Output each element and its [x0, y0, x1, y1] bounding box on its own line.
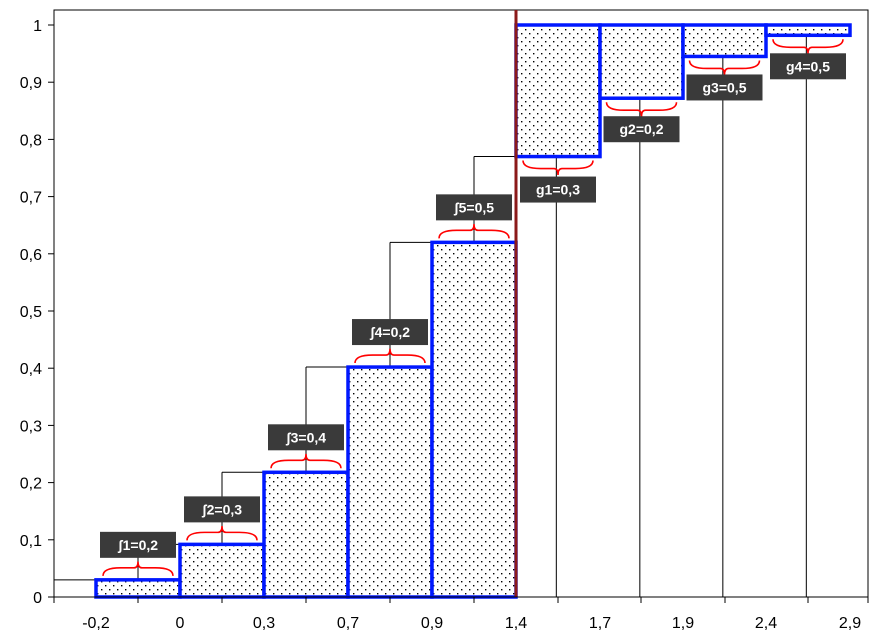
- brace-6: [522, 160, 594, 175]
- bar-5: [430, 240, 518, 599]
- bar-1: [94, 578, 182, 599]
- brace-2: [186, 525, 258, 541]
- bar-2: [178, 542, 266, 599]
- bar-label-box-6: [520, 176, 596, 203]
- x-tick-label: 2,4: [755, 615, 777, 632]
- bar-label-box-3: [268, 424, 344, 451]
- bar-label-8: g3=0,5: [703, 79, 747, 95]
- bar-6: [514, 23, 602, 159]
- x-tick-label: -0,2: [82, 615, 110, 632]
- bar-4: [346, 365, 434, 599]
- brace-5: [438, 223, 510, 239]
- y-tick-label: 1: [33, 18, 42, 35]
- brace-1: [102, 561, 174, 576]
- bar-label-box-1: [100, 531, 176, 558]
- y-tick-label: 0: [33, 590, 42, 607]
- bar-label-4: ʃ4=0,2: [369, 324, 410, 340]
- bar-label-box-7: [603, 116, 680, 143]
- bar-label-2: ʃ2=0,3: [201, 501, 242, 517]
- y-tick-label: 0,7: [20, 190, 42, 207]
- brace-3: [270, 453, 342, 469]
- brace-4: [354, 348, 426, 364]
- y-tick-label: 0,5: [20, 304, 42, 321]
- x-tick-label: 0,3: [253, 615, 275, 632]
- x-tick-label: 0: [176, 615, 185, 632]
- y-tick-label: 0,4: [20, 361, 42, 378]
- y-tick-label: 0,3: [20, 418, 42, 435]
- bar-label-box-5: [436, 194, 512, 221]
- bar-3: [262, 470, 350, 599]
- x-tick-label: 2,9: [839, 615, 861, 632]
- bars-group: [94, 23, 852, 599]
- y-tick-label: 0,1: [20, 533, 42, 550]
- x-tick-label: 1,4: [505, 615, 527, 632]
- bar-label-box-9: [770, 53, 846, 80]
- bar-label-1: ʃ1=0,2: [117, 537, 158, 553]
- bar-label-6: g1=0,3: [536, 182, 580, 198]
- y-tick-label: 0,8: [20, 132, 42, 149]
- bar-label-9: g4=0,5: [786, 58, 830, 74]
- bar-label-box-4: [352, 319, 428, 346]
- y-tick-label: 0,9: [20, 75, 42, 92]
- bar-label-box-8: [686, 74, 763, 101]
- bar-labels-group: ʃ1=0,2 ʃ2=0,3 ʃ3=0,4 ʃ4=0,2 ʃ5=0,5 g1=0,3 g2=0…: [100, 53, 846, 558]
- y-tick-label: 0,6: [20, 247, 42, 264]
- bar-7: [598, 23, 685, 100]
- y-tick-label: 0,2: [20, 476, 42, 493]
- bar-label-3: ʃ3=0,4: [285, 429, 326, 445]
- x-tick-label: 0,9: [421, 615, 443, 632]
- bar-9: [764, 23, 852, 38]
- x-tick-label: 0,7: [337, 615, 359, 632]
- bar-label-7: g2=0,2: [620, 121, 664, 137]
- x-tick-label: 1,9: [672, 615, 694, 632]
- axes-group: 0 0,1 0,2 0,3 0,4 0,5 0,6 0,7 0,8 0,9 1 -0,2 0 0,3 0,7…: [20, 10, 869, 632]
- braces-group: [102, 39, 844, 576]
- bar-label-box-2: [184, 496, 260, 523]
- x-tick-label: 1,7: [589, 615, 611, 632]
- bar-8: [681, 23, 768, 59]
- bar-label-5: ʃ5=0,5: [453, 199, 494, 215]
